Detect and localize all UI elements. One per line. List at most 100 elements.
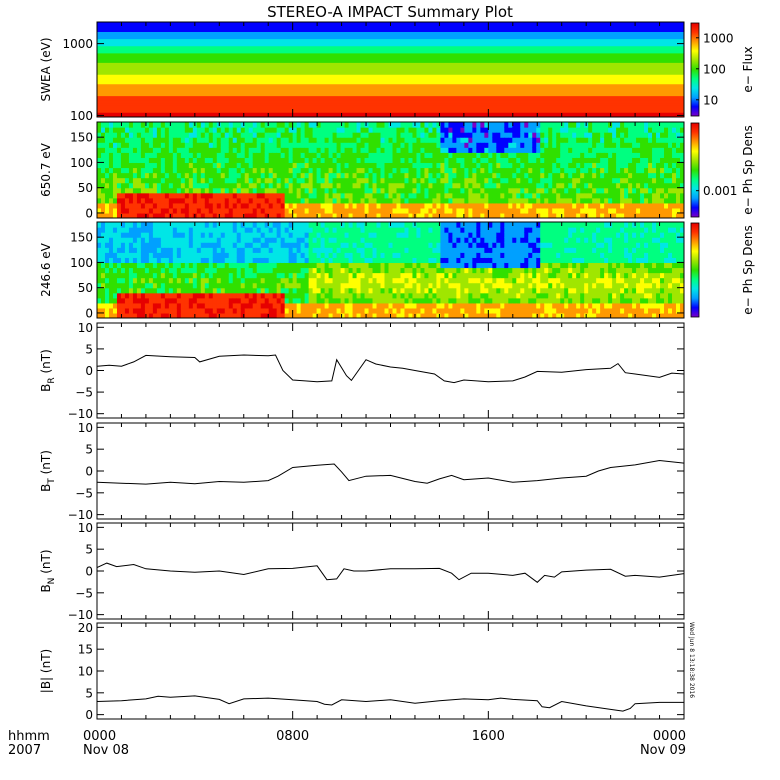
- heatmap-cell: [372, 287, 378, 294]
- heatmap-cell: [240, 307, 246, 314]
- heatmap-cell: [264, 292, 270, 299]
- heatmap-cell: [492, 247, 497, 253]
- heatmap-cell: [340, 252, 346, 258]
- heatmap-cell: [296, 152, 302, 158]
- heatmap-cell: [288, 282, 294, 289]
- heatmap-cell: [312, 252, 318, 258]
- heatmap-cell: [508, 297, 513, 304]
- heatmap-cell: [456, 207, 461, 214]
- heatmap-cell: [404, 267, 410, 274]
- heatmap-cell: [176, 257, 182, 264]
- heatmap-cell: [128, 187, 134, 194]
- heatmap-cell: [516, 192, 521, 199]
- heatmap-cell: [480, 257, 485, 264]
- heatmap-cell: [428, 182, 434, 189]
- heatmap-cell: [128, 307, 134, 314]
- heatmap-cell: [340, 302, 346, 309]
- heatmap-cell: [428, 302, 434, 309]
- heatmap-cell: [312, 227, 318, 233]
- heatmap-cell: [228, 312, 234, 318]
- heatmap-cell: [268, 152, 274, 158]
- heatmap-cell: [316, 172, 322, 179]
- heatmap-cell: [504, 312, 509, 318]
- heatmap-cell: [100, 212, 106, 218]
- heatmap-cell: [644, 197, 649, 204]
- heatmap-cell: [148, 302, 154, 309]
- heatmap-cell: [168, 162, 174, 169]
- heatmap-cell: [480, 197, 485, 204]
- heatmap-cell: [672, 157, 677, 164]
- heatmap-cell: [524, 127, 529, 133]
- heatmap-cell: [648, 172, 653, 179]
- heatmap-cell: [460, 277, 465, 284]
- heatmap-cell: [168, 287, 174, 294]
- heatmap-cell: [540, 187, 545, 194]
- heatmap-cell: [272, 307, 278, 314]
- heatmap-cell: [640, 137, 645, 143]
- heatmap-cell: [192, 267, 198, 274]
- heatmap-cell: [280, 147, 286, 153]
- heatmap-cell: [308, 132, 314, 138]
- heatmap-cell: [276, 152, 282, 158]
- heatmap-cell: [444, 302, 450, 309]
- heatmap-cell: [356, 192, 362, 199]
- heatmap-cell: [568, 212, 573, 218]
- heatmap-cell: [312, 232, 318, 238]
- heatmap-cell: [368, 172, 374, 179]
- heatmap-cell: [112, 197, 118, 204]
- heatmap-cell: [244, 197, 250, 204]
- heatmap-cell: [476, 277, 481, 284]
- heatmap-cell: [552, 182, 557, 189]
- heatmap-cell: [420, 152, 426, 158]
- heatmap-cell: [608, 152, 613, 158]
- heatmap-cell: [572, 157, 577, 164]
- heatmap-cell: [156, 237, 162, 243]
- heatmap-cell: [472, 202, 477, 209]
- heatmap-cell: [220, 272, 226, 279]
- heatmap-cell: [492, 242, 497, 248]
- heatmap-cell: [216, 297, 222, 304]
- heatmap-band: [97, 74, 684, 78]
- heatmap-cell: [608, 182, 613, 189]
- heatmap-cell: [296, 132, 302, 138]
- heatmap-cell: [592, 167, 597, 174]
- heatmap-cell: [384, 277, 390, 284]
- heatmap-cell: [152, 182, 158, 189]
- heatmap-cell: [480, 212, 485, 218]
- heatmap-cell: [276, 277, 282, 284]
- heatmap-cell: [364, 247, 370, 253]
- heatmap-cell: [104, 302, 110, 309]
- heatmap-cell: [240, 292, 246, 299]
- heatmap-cell: [164, 267, 170, 274]
- heatmap-cell: [228, 152, 234, 158]
- heatmap-cell: [288, 157, 294, 164]
- heatmap-cell: [380, 162, 386, 169]
- heatmap-cell: [584, 192, 589, 199]
- heatmap-cell: [244, 227, 250, 233]
- heatmap-cell: [484, 167, 489, 174]
- heatmap-cell: [392, 137, 398, 143]
- heatmap-cell: [348, 247, 354, 253]
- heatmap-cell: [276, 307, 282, 314]
- heatmap-cell: [348, 192, 354, 199]
- heatmap-cell: [132, 257, 138, 264]
- heatmap-cell: [388, 277, 394, 284]
- heatmap-cell: [160, 172, 166, 179]
- heatmap-cell: [364, 192, 370, 199]
- heatmap-cell: [224, 237, 230, 243]
- heatmap-cell: [284, 232, 290, 238]
- heatmap-cell: [220, 127, 226, 133]
- heatmap-cell: [236, 202, 242, 209]
- heatmap-cell: [328, 252, 334, 258]
- heatmap-cell: [272, 162, 278, 169]
- heatmap-cell: [256, 157, 262, 164]
- heatmap-cell: [356, 312, 362, 318]
- heatmap-cell: [320, 187, 326, 194]
- heatmap-cell: [632, 127, 637, 133]
- heatmap-cell: [148, 212, 154, 218]
- heatmap-cell: [284, 182, 290, 189]
- heatmap-cell: [97, 277, 102, 284]
- heatmap-cell: [636, 162, 641, 169]
- heatmap-cell: [436, 152, 442, 158]
- heatmap-cell: [228, 242, 234, 248]
